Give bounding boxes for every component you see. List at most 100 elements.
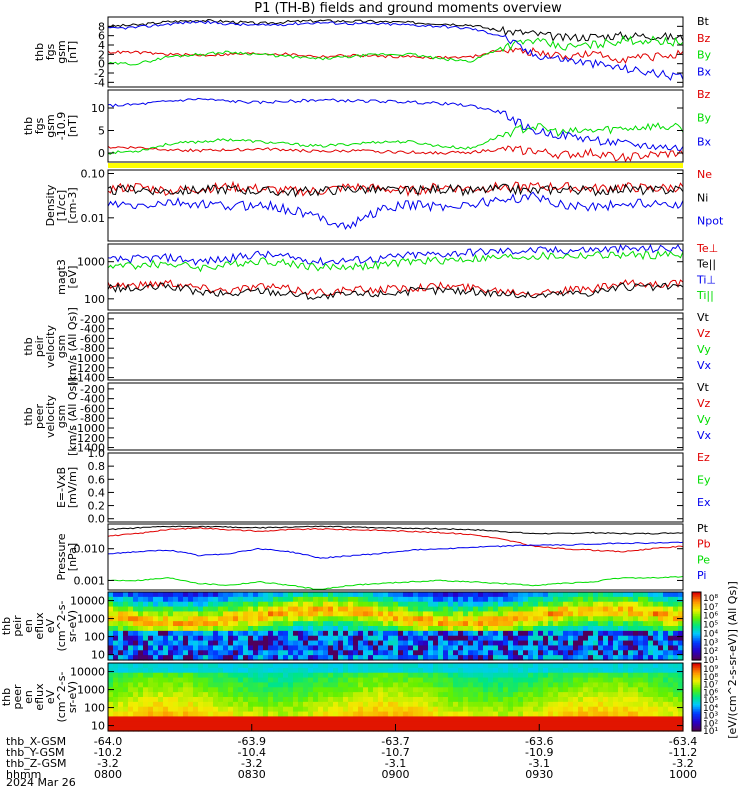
spectrogram-cell — [618, 601, 624, 608]
colorbar-cell — [692, 720, 701, 724]
spectrogram-cell — [363, 645, 369, 651]
spectrogram-cell — [498, 606, 504, 613]
spectrogram-cell — [343, 726, 349, 732]
legend-entry-Vx: Vx — [697, 359, 712, 372]
spectrogram-cell — [433, 697, 439, 703]
spectrogram-cell — [538, 692, 544, 698]
spectrogram-cell — [133, 663, 139, 669]
spectrogram-cell — [423, 706, 429, 713]
spectrogram-cell — [528, 655, 534, 661]
spectrogram-cell — [403, 626, 409, 632]
spectrogram-cell — [118, 692, 124, 698]
spectrogram-cell — [358, 616, 364, 622]
spectrogram-cell — [273, 692, 279, 698]
spectrogram-cell — [258, 626, 264, 632]
spectrogram-cell — [308, 640, 314, 647]
spectrogram-cell — [333, 697, 339, 703]
spectrogram-cell — [598, 721, 604, 727]
spectrogram-cell — [433, 667, 439, 674]
spectrogram-cell — [138, 692, 144, 698]
spectrogram-cell — [413, 626, 419, 632]
spectrogram-cell — [263, 716, 269, 722]
spectrogram-cell — [433, 596, 439, 603]
spectrogram-cell — [108, 682, 114, 688]
spectrogram-cell — [673, 621, 679, 627]
spectrogram-cell — [193, 663, 199, 669]
spectrogram-cell — [498, 687, 504, 693]
spectrogram-cell — [438, 677, 444, 684]
spectrogram-cell — [473, 626, 479, 632]
spectrogram-cell — [658, 616, 664, 622]
spectrogram-cell — [253, 630, 259, 637]
spectrogram-cell — [658, 701, 664, 708]
spectrogram-cell — [128, 606, 134, 613]
spectrogram-cell — [263, 706, 269, 713]
y-tick-label: -1000 — [73, 422, 105, 435]
spectrogram-cell — [673, 721, 679, 727]
spectrogram-cell — [533, 677, 539, 684]
legend-entry-Vz: Vz — [697, 327, 711, 340]
spectrogram-cell — [403, 616, 409, 622]
spectrogram-cell — [108, 655, 114, 661]
y-tick-label: 100 — [84, 702, 105, 715]
spectrogram-cell — [173, 672, 179, 679]
y-axis-label: sr-eV) — [66, 610, 79, 642]
spectrogram-cell — [273, 616, 279, 622]
spectrogram-cell — [348, 711, 354, 718]
spectrogram-cell — [158, 672, 164, 679]
spectrogram-cell — [483, 663, 489, 669]
spectrogram-cell — [173, 616, 179, 622]
spectrogram-cell — [213, 672, 219, 679]
spectrogram-cell — [488, 592, 494, 598]
spectrogram-cell — [233, 626, 239, 632]
spectrogram-cell — [418, 645, 424, 651]
spectrogram-cell — [108, 630, 114, 637]
spectrogram-cell — [153, 697, 159, 703]
spectrogram-cell — [368, 672, 374, 679]
colorbar-cell — [692, 631, 701, 634]
spectrogram-cell — [478, 672, 484, 679]
spectrogram-cell — [558, 630, 564, 637]
spectrogram-cell — [418, 640, 424, 647]
spectrogram-cell — [188, 592, 194, 598]
spectrogram-cell — [648, 663, 654, 669]
spectrogram-cell — [523, 596, 529, 603]
spectrogram-cell — [158, 650, 164, 656]
spectrogram-cell — [253, 701, 259, 708]
spectrogram-cell — [268, 640, 274, 647]
spectrogram-cell — [213, 596, 219, 603]
footer-value: -10.9 — [525, 746, 553, 759]
spectrogram-cell — [643, 701, 649, 708]
spectrogram-cell — [493, 672, 499, 679]
spectrogram-cell — [663, 626, 669, 632]
colorbar-tick-label: 10⁴ — [703, 704, 718, 714]
spectrogram-cell — [423, 621, 429, 627]
spectrogram-cell — [128, 645, 134, 651]
spectrogram-cell — [223, 640, 229, 647]
spectrogram-cell — [443, 606, 449, 613]
spectrogram-cell — [253, 601, 259, 608]
spectrogram-cell — [178, 592, 184, 598]
spectrogram-cell — [308, 711, 314, 718]
spectrogram-cell — [198, 635, 204, 642]
spectrogram-cell — [173, 701, 179, 708]
spectrogram-cell — [603, 667, 609, 674]
spectrogram-cell — [418, 682, 424, 688]
spectrogram-cell — [418, 721, 424, 727]
spectrogram-cell — [518, 596, 524, 603]
spectrogram-cell — [143, 692, 149, 698]
spectrogram-cell — [658, 697, 664, 703]
spectrogram-cell — [198, 650, 204, 656]
colorbar-tick-label: 10⁷ — [703, 681, 718, 691]
spectrogram-cell — [383, 706, 389, 713]
spectrogram-cell — [468, 635, 474, 642]
spectrogram-cell — [148, 726, 154, 732]
spectrogram-cell — [273, 626, 279, 632]
spectrogram-cell — [323, 630, 329, 637]
spectrogram-cell — [158, 655, 164, 661]
spectrogram-cell — [508, 721, 514, 727]
spectrogram-cell — [143, 726, 149, 732]
spectrogram-cell — [338, 592, 344, 598]
spectrogram-cell — [328, 692, 334, 698]
